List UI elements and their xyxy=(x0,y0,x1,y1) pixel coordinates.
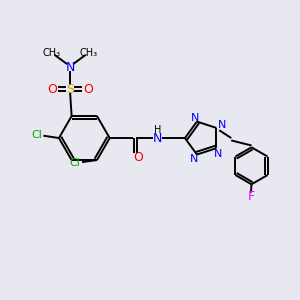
Text: O: O xyxy=(83,83,93,96)
Text: F: F xyxy=(247,190,254,203)
Text: N: N xyxy=(218,121,226,130)
Text: O: O xyxy=(133,151,143,164)
Text: O: O xyxy=(47,83,57,96)
Text: CH₃: CH₃ xyxy=(80,48,98,59)
Text: N: N xyxy=(65,61,75,74)
Text: Cl: Cl xyxy=(32,130,42,140)
Text: CH₃: CH₃ xyxy=(43,48,61,59)
Text: Cl: Cl xyxy=(70,158,80,168)
Text: N: N xyxy=(191,113,200,123)
Text: N: N xyxy=(214,148,222,159)
Text: N: N xyxy=(153,132,162,145)
Text: S: S xyxy=(66,83,74,96)
Text: H: H xyxy=(154,125,161,135)
Text: N: N xyxy=(190,154,199,164)
